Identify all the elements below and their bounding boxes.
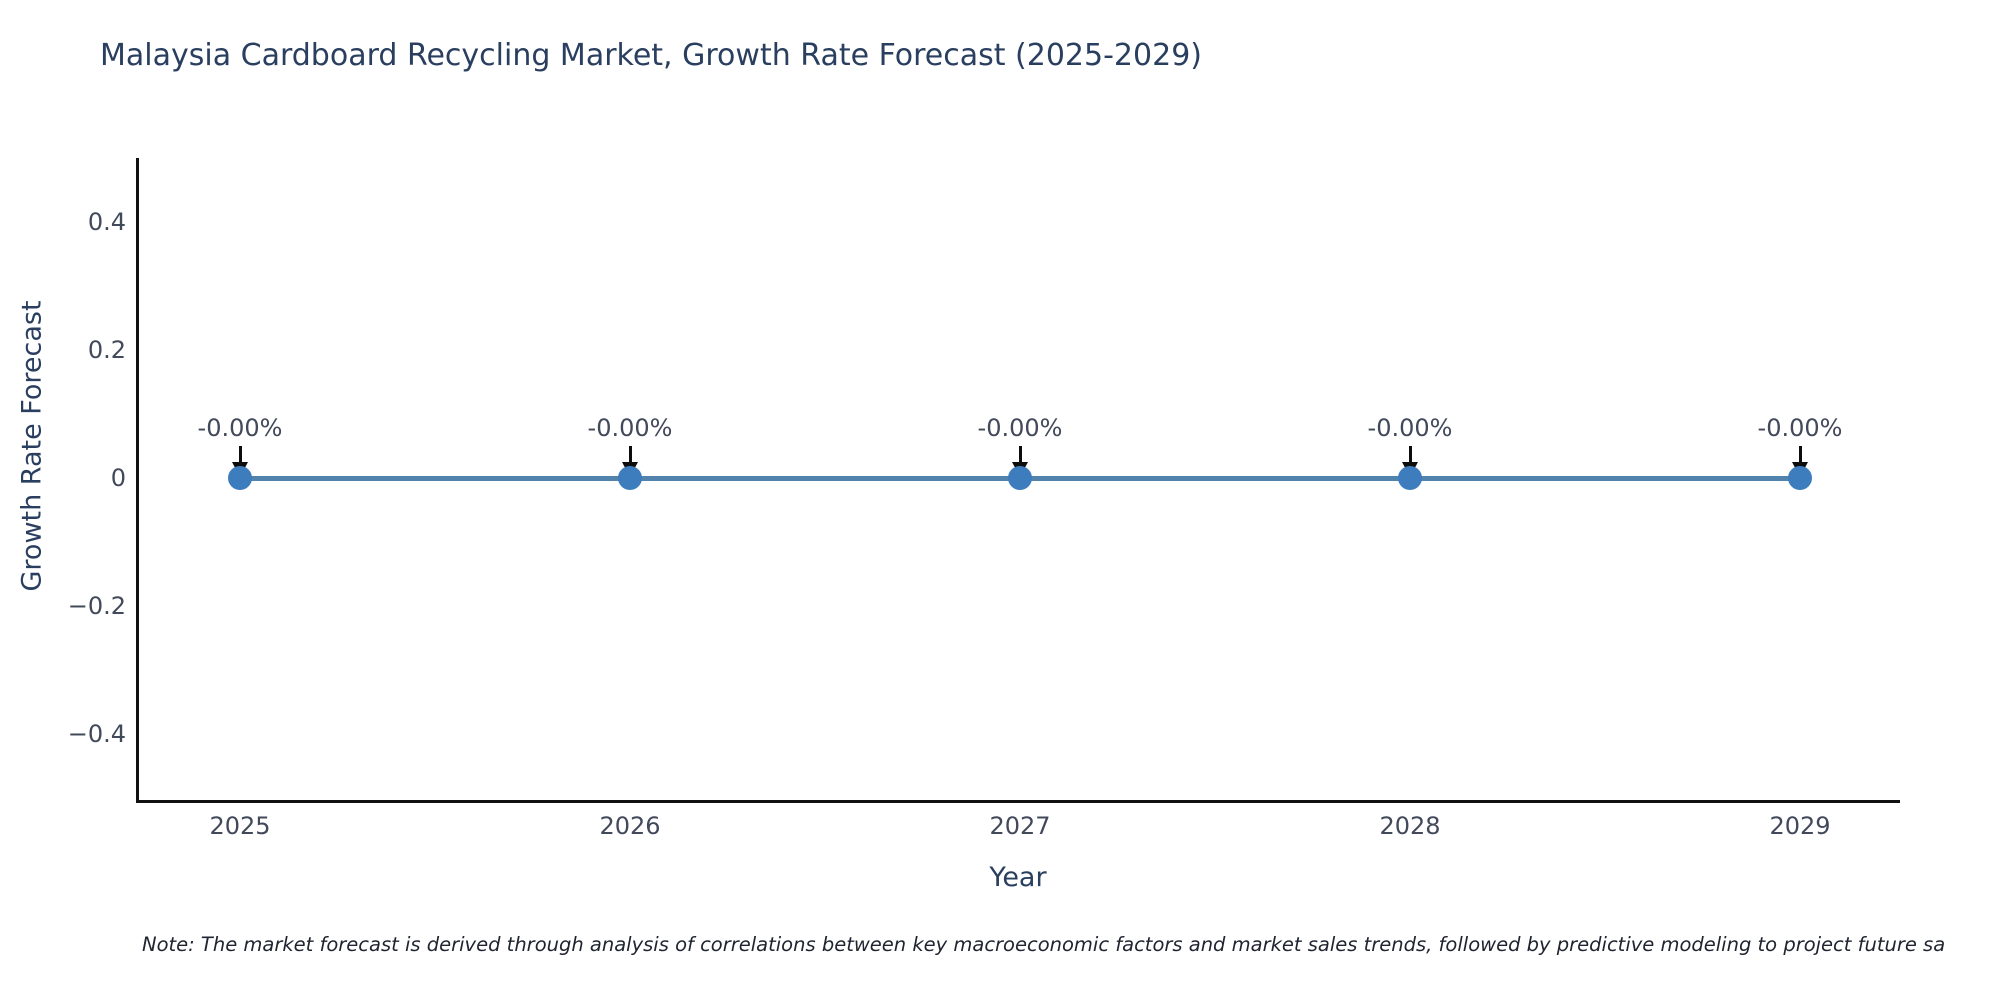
y-tick-label: −0.4 [67, 720, 126, 748]
x-axis-spine [136, 800, 1900, 803]
data-point-annotation: -0.00% [1367, 414, 1453, 442]
data-point-annotation: -0.00% [1757, 414, 1843, 442]
x-tick-label: 2028 [1379, 812, 1441, 840]
y-tick-label: 0 [110, 464, 126, 492]
line-marker [1788, 466, 1812, 490]
x-tick-label: 2026 [599, 812, 661, 840]
annotation-arrow-icon [1799, 446, 1802, 464]
y-axis-title: Growth Rate Forecast [16, 300, 48, 592]
x-tick-label: 2025 [209, 812, 271, 840]
chart-title: Malaysia Cardboard Recycling Market, Gro… [100, 38, 1202, 73]
line-marker [228, 466, 252, 490]
annotation-arrow-icon [629, 446, 632, 464]
footnote: Note: The market forecast is derived thr… [142, 933, 1946, 956]
y-tick-label: 0.2 [87, 336, 126, 364]
x-axis-title: Year [989, 862, 1047, 893]
line-marker [618, 466, 642, 490]
annotation-arrow-icon [1409, 446, 1412, 464]
y-tick-label: 0.4 [87, 208, 126, 236]
data-point-annotation: -0.00% [587, 414, 673, 442]
annotation-arrow-icon [239, 446, 242, 464]
line-marker [1008, 466, 1032, 490]
x-tick-label: 2027 [989, 812, 1051, 840]
y-tick-label: −0.2 [67, 592, 126, 620]
line-marker [1398, 466, 1422, 490]
x-tick-label: 2029 [1769, 812, 1831, 840]
y-axis-spine [136, 158, 139, 803]
annotation-arrow-icon [1019, 446, 1022, 464]
data-point-annotation: -0.00% [197, 414, 283, 442]
data-point-annotation: -0.00% [977, 414, 1063, 442]
